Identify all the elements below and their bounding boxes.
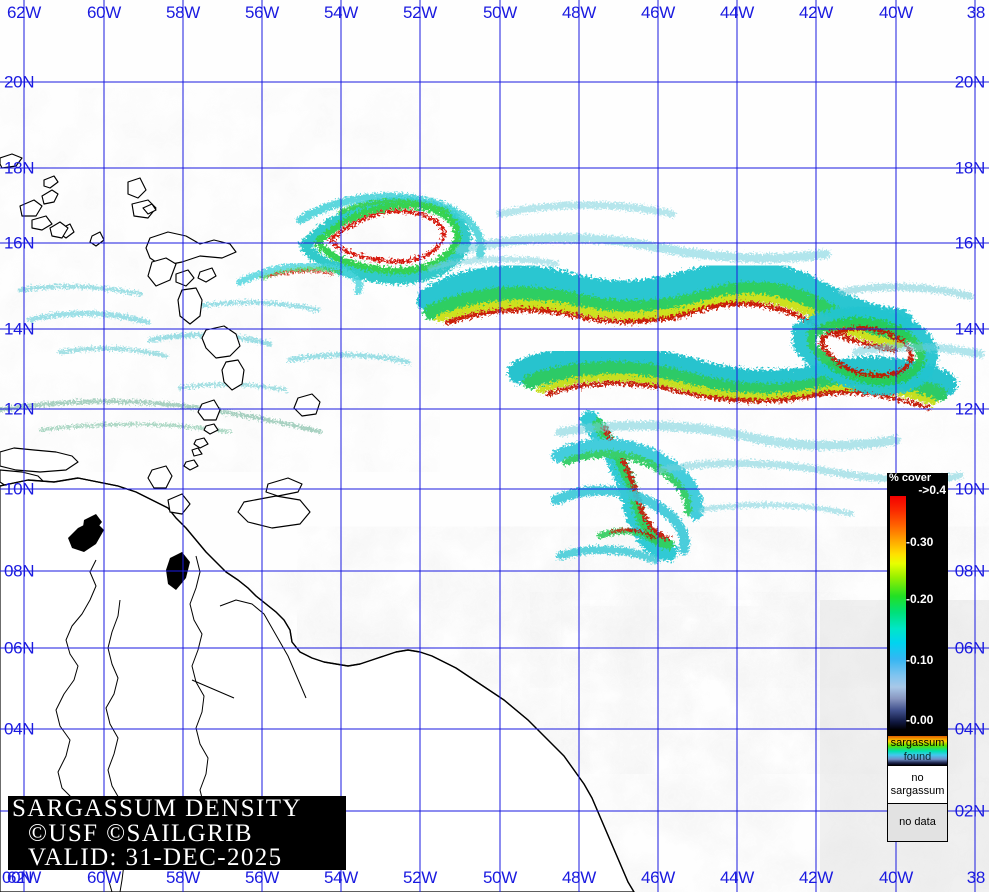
- coastlines: [0, 153, 635, 892]
- legend-no-data[interactable]: no data: [887, 804, 948, 842]
- lat-label-left-6: 08N: [4, 561, 35, 581]
- lon-label-top-8: 46W: [640, 3, 676, 22]
- lat-label-left-2: 16N: [4, 233, 35, 253]
- valid-date: VALID: 31-DEC-2025: [28, 844, 283, 871]
- lon-label-top-4: 54W: [323, 3, 359, 22]
- lat-label-right-1: 18N: [954, 158, 986, 178]
- colorbar-tick-010: -0.10: [906, 653, 934, 667]
- lat-label-left-5: 10N: [4, 479, 35, 499]
- lon-label-bottom-10: 42W: [798, 868, 834, 887]
- lon-label-bottom-9: 44W: [719, 868, 755, 887]
- colorbar-gradient: [890, 496, 906, 729]
- legend-no-sargassum[interactable]: no sargassum: [887, 766, 948, 804]
- lat-label-right-6: 08N: [954, 561, 986, 581]
- lon-label-bottom-0: 62W: [6, 868, 42, 887]
- lon-label-bottom-3: 56W: [244, 868, 280, 887]
- legend-no-sargassum-line1: no: [911, 771, 924, 784]
- lon-label-top-11: 40W: [878, 3, 914, 22]
- lat-label-right-8: 04N: [954, 719, 986, 739]
- lon-label-top-5: 52W: [402, 3, 438, 22]
- lat-label-left-3: 14N: [4, 319, 35, 339]
- lon-label-bottom-11: 40W: [878, 868, 914, 887]
- lon-label-top-7: 48W: [561, 3, 597, 22]
- legend-sargassum-found-line1: sargassum: [890, 737, 945, 749]
- lon-label-top-6: 50W: [482, 3, 518, 22]
- lat-label-right-0: 20N: [954, 72, 986, 92]
- colorbar-tick-030: -0.30: [906, 535, 934, 549]
- colorbar-tick-000: -0.00: [906, 713, 934, 727]
- lon-label-bottom-6: 50W: [482, 868, 518, 887]
- colorbar[interactable]: % cover ->0.4 -0.30 -0.20 -0.10 -0.00: [887, 473, 948, 735]
- legend-no-data-line1: no data: [899, 816, 936, 828]
- lat-label-right-7: 06N: [954, 638, 986, 658]
- colorbar-max-label: ->0.4: [918, 483, 946, 497]
- lat-label-right-3: 14N: [954, 319, 986, 339]
- title-plate: SARGASSUM DENSITY ©USF ©SAILGRIB VALID: …: [8, 796, 346, 870]
- lat-label-left-8: 04N: [4, 719, 35, 739]
- lon-label-bottom-1: 60W: [86, 868, 122, 887]
- lat-label-left-7: 06N: [4, 638, 35, 658]
- legend-no-sargassum-line2: sargassum: [890, 784, 945, 797]
- lon-label-bottom-partial: 38: [966, 868, 986, 887]
- lat-label-bottom-left-corner: 00N: [2, 868, 33, 887]
- colorbar-tick-020: -0.20: [906, 592, 934, 606]
- product-title: SARGASSUM DENSITY: [12, 795, 302, 822]
- lon-label-top-3: 56W: [244, 3, 280, 22]
- legend-sargassum-found-line2: found: [903, 751, 932, 763]
- sargassum-density-field: [0, 192, 984, 564]
- lat-label-right-5: 10N: [954, 479, 986, 499]
- credit-line: ©USF ©SAILGRIB: [28, 819, 253, 847]
- lon-label-top-10: 42W: [798, 3, 834, 22]
- lon-label-bottom-8: 46W: [640, 868, 676, 887]
- lat-label-left-1: 18N: [4, 158, 35, 178]
- lat-label-right-9: 02N: [954, 801, 986, 821]
- lat-label-right-4: 12N: [954, 399, 986, 419]
- lon-label-top-1: 60W: [86, 3, 122, 22]
- lat-label-left-4: 12N: [4, 399, 35, 419]
- lon-label-bottom-2: 58W: [165, 868, 201, 887]
- lon-label-top-2: 58W: [165, 3, 201, 22]
- lon-label-bottom-7: 48W: [561, 868, 597, 887]
- lon-label-top-partial: 38: [966, 3, 986, 22]
- lon-label-top-0: 62W: [6, 3, 42, 22]
- lon-label-top-9: 44W: [719, 3, 755, 22]
- lat-label-right-2: 16N: [954, 233, 986, 253]
- colorbar-title: % cover: [889, 473, 932, 484]
- legend-panel: % cover ->0.4 -0.30 -0.20 -0.10 -0.00 sa…: [887, 473, 948, 842]
- legend-sargassum-found[interactable]: sargassum found: [887, 735, 948, 766]
- lon-label-bottom-5: 52W: [402, 868, 438, 887]
- lat-label-left-0: 20N: [4, 72, 35, 92]
- lon-label-bottom-4: 54W: [323, 868, 359, 887]
